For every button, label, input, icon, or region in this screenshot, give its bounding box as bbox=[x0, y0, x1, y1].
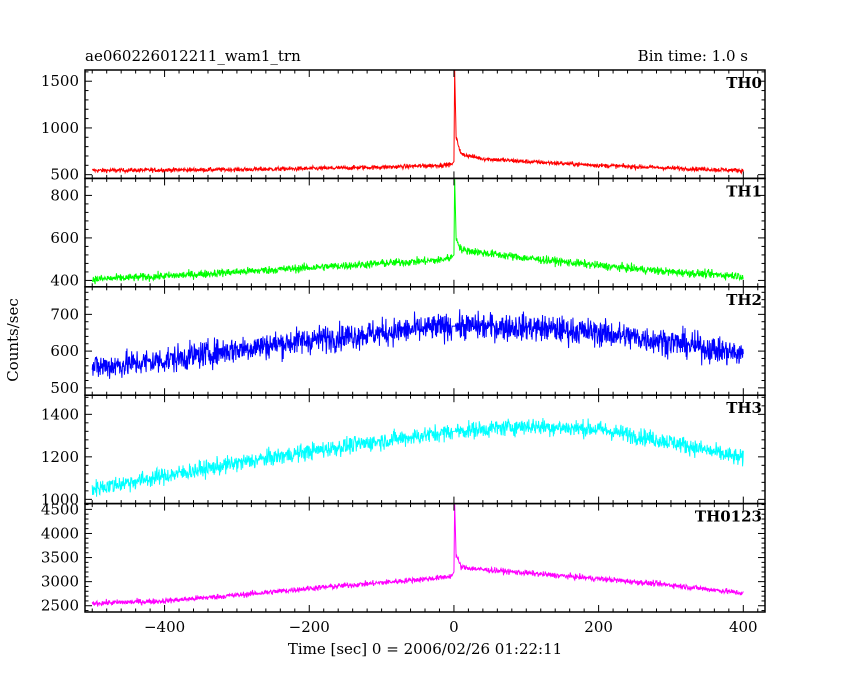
y-tick-label: 500 bbox=[50, 379, 79, 397]
x-axis-label: Time [sec] 0 = 2006/02/26 01:22:11 bbox=[288, 640, 562, 658]
panel-label: TH0123 bbox=[695, 508, 762, 526]
y-tick-label: 800 bbox=[50, 186, 79, 204]
panel-th3: 1000 1200 1400 TH3 bbox=[41, 394, 766, 508]
x-tick-label: −400 bbox=[144, 618, 185, 636]
y-tick-label: 700 bbox=[50, 305, 79, 323]
y-axis-label: Counts/sec bbox=[4, 298, 22, 382]
panels-group: 500 1000 1500 TH0 400 600 800 TH1 500 600 700 TH2 10… bbox=[41, 69, 766, 615]
series-line-th0 bbox=[91, 70, 744, 175]
y-tick-label: 1200 bbox=[41, 448, 79, 466]
panel-th1: 400 600 800 TH1 bbox=[50, 177, 766, 289]
y-tick-label: 1400 bbox=[41, 405, 79, 423]
panel-frame bbox=[84, 69, 766, 180]
panel-label: TH0 bbox=[726, 74, 762, 92]
panel-th0: 500 1000 1500 TH0 bbox=[41, 69, 766, 184]
y-tick-label: 600 bbox=[50, 342, 79, 360]
y-tick-label: 600 bbox=[50, 229, 79, 247]
x-tick-label: −200 bbox=[289, 618, 330, 636]
x-tick-label: 200 bbox=[584, 618, 613, 636]
panel-frame bbox=[84, 502, 766, 613]
x-tick-label: 400 bbox=[729, 618, 758, 636]
y-tick-label: 3500 bbox=[41, 549, 79, 567]
panel-th0123: 2500 3000 3500 4000 4500 TH0123 bbox=[41, 500, 766, 615]
y-tick-label: 4000 bbox=[41, 524, 79, 542]
y-tick-label: 2500 bbox=[41, 597, 79, 615]
y-tick-label: 400 bbox=[50, 271, 79, 289]
y-tick-label: 1000 bbox=[41, 119, 79, 137]
panel-label: TH1 bbox=[726, 182, 762, 200]
chart-title: ae060226012211_wam1_trn bbox=[85, 47, 301, 65]
panel-th2: 500 600 700 TH2 bbox=[50, 286, 766, 397]
series-line-th2 bbox=[91, 309, 744, 379]
x-axis: −400 −200 0 200 400 bbox=[144, 618, 758, 636]
bin-time-label: Bin time: 1.0 s bbox=[638, 47, 748, 65]
y-tick-label: 4500 bbox=[41, 500, 79, 518]
series-line-th0123 bbox=[91, 503, 744, 607]
series-line-th1 bbox=[91, 178, 744, 285]
panel-frame bbox=[84, 394, 766, 505]
panel-label: TH2 bbox=[726, 291, 762, 309]
series-line-th3 bbox=[91, 417, 744, 497]
x-tick-label: 0 bbox=[449, 618, 459, 636]
y-tick-label: 3000 bbox=[41, 573, 79, 591]
panel-label: TH3 bbox=[726, 399, 762, 417]
y-tick-label: 500 bbox=[50, 166, 79, 184]
y-tick-label: 1000 bbox=[41, 490, 79, 508]
y-tick-label: 1500 bbox=[41, 72, 79, 90]
